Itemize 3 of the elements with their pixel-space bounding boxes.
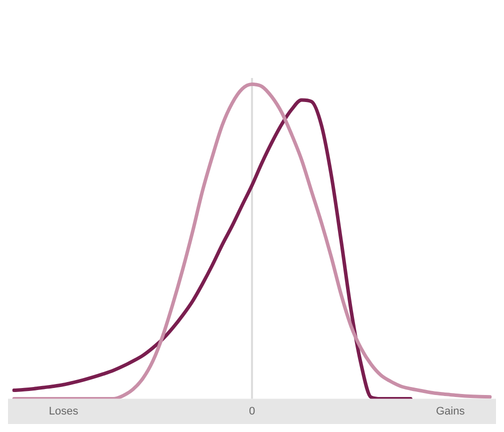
x-tick-label: Loses [48,405,79,418]
x-tick-label: Gains [436,405,466,418]
x-tick-label: 0 [248,405,256,418]
